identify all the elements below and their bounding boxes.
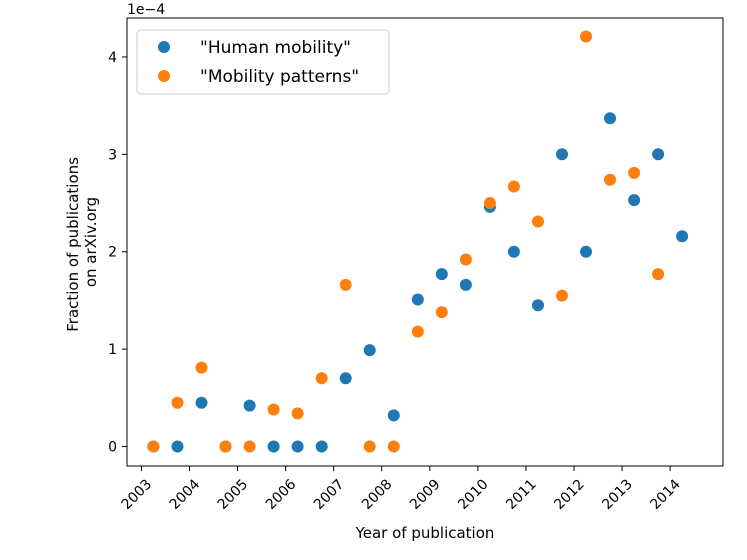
plot-frame — [126, 17, 724, 467]
y-tick-label-3: 3 — [108, 147, 117, 163]
y-axis-label-line-1: Fraction of publications — [64, 157, 82, 332]
y-multiplier-label: 1e−4 — [127, 2, 165, 18]
y-axis-ticks: 0 1 2 3 4 — [108, 50, 127, 456]
point-series1-6 — [291, 407, 304, 420]
point-series0-9 — [363, 344, 376, 357]
point-series0-15 — [507, 245, 520, 258]
point-series1-16 — [532, 215, 544, 228]
point-series1-11 — [411, 325, 424, 338]
y-tick-label-4: 4 — [108, 50, 117, 66]
point-series0-8 — [339, 372, 352, 385]
legend-marker-mobility-patterns — [158, 70, 170, 82]
point-series1-1 — [171, 396, 184, 409]
point-series1-3 — [219, 440, 232, 453]
point-series1-0 — [147, 440, 160, 453]
point-series1-14 — [483, 197, 496, 209]
legend-label-human-mobility: "Human mobility" — [200, 38, 351, 58]
point-series1-4 — [243, 440, 256, 453]
legend-marker-human-mobility — [158, 41, 170, 53]
point-series0-22 — [676, 230, 689, 243]
y-tick-label-1: 1 — [108, 342, 117, 358]
point-series0-20 — [628, 194, 641, 207]
y-axis-label: Fraction of publications on arXiv.org — [64, 152, 100, 332]
point-series1-15 — [507, 180, 520, 193]
point-series0-10 — [387, 409, 400, 422]
y-tick-label-2: 2 — [108, 245, 117, 261]
point-series0-1 — [171, 440, 184, 453]
point-series0-13 — [459, 278, 472, 291]
point-series0-7 — [315, 440, 328, 453]
point-series0-2 — [195, 396, 208, 409]
point-series0-11 — [411, 293, 424, 306]
point-series0-18 — [580, 245, 592, 258]
point-series0-6 — [291, 440, 304, 453]
point-series1-17 — [556, 289, 568, 302]
point-series1-18 — [580, 30, 592, 43]
y-tick-label-0: 0 — [108, 440, 117, 456]
points-layer — [147, 30, 689, 453]
point-series0-12 — [435, 268, 448, 281]
point-series1-8 — [339, 278, 352, 291]
point-series0-19 — [604, 112, 616, 125]
point-series1-10 — [387, 440, 400, 453]
legend: "Human mobility" "Mobility patterns" — [136, 29, 390, 95]
x-axis-label: Year of publication — [355, 524, 495, 542]
legend-box — [136, 29, 390, 95]
point-series1-19 — [604, 173, 616, 186]
point-series0-21 — [652, 148, 665, 161]
point-series0-5 — [267, 440, 280, 453]
y-axis-label-line-2: on arXiv.org — [82, 197, 100, 287]
point-series1-21 — [652, 268, 665, 281]
point-series0-16 — [532, 299, 544, 312]
point-series0-17 — [556, 148, 568, 161]
point-series1-9 — [363, 440, 376, 453]
point-series1-7 — [315, 372, 328, 385]
point-series1-2 — [195, 361, 208, 374]
point-series1-20 — [628, 166, 641, 179]
legend-label-mobility-patterns: "Mobility patterns" — [200, 67, 359, 87]
point-series1-12 — [435, 306, 448, 319]
point-series1-13 — [459, 253, 472, 266]
point-series0-4 — [243, 399, 256, 412]
point-series1-5 — [267, 403, 280, 416]
